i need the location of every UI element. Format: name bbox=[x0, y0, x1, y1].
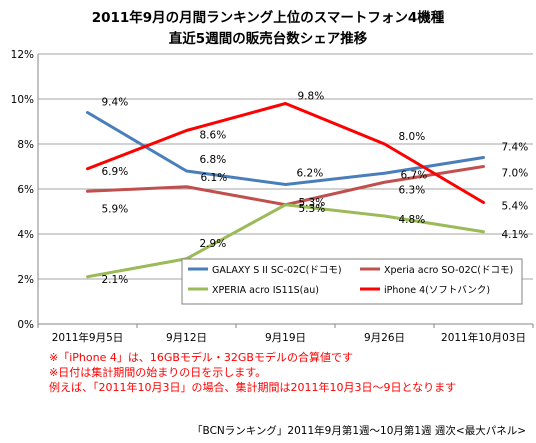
data-label: 2.9% bbox=[200, 238, 227, 250]
series-line bbox=[86, 111, 485, 186]
legend-label: GALAXY S II SC-02C(ドコモ) bbox=[212, 265, 342, 276]
data-label: 9.4% bbox=[102, 97, 129, 109]
data-label: 6.8% bbox=[200, 154, 227, 166]
data-label: 5.9% bbox=[102, 203, 129, 215]
data-label: 8.6% bbox=[200, 130, 227, 142]
y-tick-label: 2% bbox=[17, 274, 34, 286]
data-label: 5.4% bbox=[502, 201, 529, 213]
y-tick-label: 0% bbox=[17, 319, 34, 331]
legend bbox=[181, 258, 523, 305]
data-label: 6.1% bbox=[201, 172, 228, 184]
series-line bbox=[86, 102, 485, 204]
data-label: 8.0% bbox=[399, 131, 426, 143]
data-label: 4.1% bbox=[502, 229, 529, 241]
legend-label: XPERIA acro IS11S(au) bbox=[212, 285, 319, 296]
data-label: 4.8% bbox=[399, 214, 426, 226]
data-label: 6.7% bbox=[401, 169, 428, 181]
x-tick-label: 9月26日 bbox=[364, 332, 405, 344]
y-tick-label: 10% bbox=[11, 94, 34, 106]
data-label: 2.1% bbox=[102, 274, 129, 286]
source-credit: 「BCNランキング」2011年9月第1週～10月第1週 週次<最大パネル> bbox=[192, 425, 526, 437]
data-label: 6.2% bbox=[297, 168, 324, 180]
footnotes: ※「iPhone 4」は、16GBモデル・32GBモデルの合算値です ※日付は集… bbox=[49, 350, 456, 395]
series-line bbox=[86, 203, 485, 279]
data-label: 6.9% bbox=[102, 166, 129, 178]
chart-title-line-1: 2011年9月の月間ランキング上位のスマートフォン4機種 bbox=[92, 9, 445, 26]
y-tick-label: 4% bbox=[17, 229, 34, 241]
footnote-line: ※「iPhone 4」は、16GBモデル・32GBモデルの合算値です bbox=[49, 351, 353, 364]
data-label: 6.3% bbox=[399, 184, 426, 196]
data-label: 5.3% bbox=[299, 203, 326, 215]
chart-title-line-2: 直近5週間の販売台数シェア推移 bbox=[169, 30, 368, 47]
x-tick-label: 2011年9月5日 bbox=[52, 331, 124, 344]
data-label: 9.8% bbox=[298, 91, 325, 103]
x-tick-label: 9月19日 bbox=[265, 332, 306, 344]
x-tick-label: 9月12日 bbox=[166, 332, 207, 344]
y-tick-label: 8% bbox=[17, 139, 34, 151]
y-tick-label: 6% bbox=[17, 184, 34, 196]
data-label: 7.4% bbox=[502, 142, 529, 154]
legend-label: Xperia acro SO-02C(ドコモ) bbox=[384, 265, 513, 276]
data-label: 7.0% bbox=[502, 168, 529, 180]
legend-label: iPhone 4(ソフトバンク) bbox=[384, 285, 490, 296]
footnote-line: ※日付は集計期間の始まりの日を示します。 bbox=[49, 366, 267, 379]
data-label: 5.3% bbox=[299, 197, 326, 209]
x-tick-label: 2011年10月03日 bbox=[441, 331, 526, 344]
plot-area: 0% 2% 4% 6% 8% 10% 12% 2011年9月5日 9月12日 9月19日 9月26日… bbox=[11, 49, 534, 344]
y-tick-label: 12% bbox=[11, 49, 34, 61]
footnote-line: 例えば、「2011年10月3日」の場合、集計期間は2011年10月3日～9日とな… bbox=[49, 381, 457, 394]
